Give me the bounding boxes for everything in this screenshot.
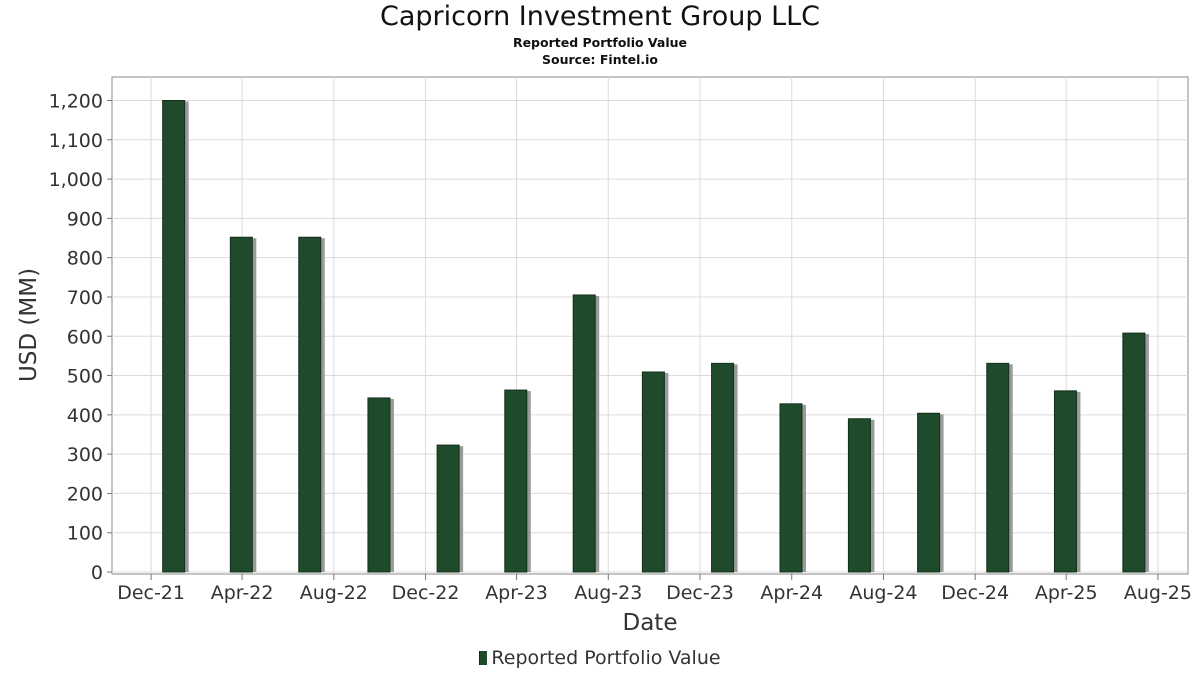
chart-source: Source: Fintel.io xyxy=(542,52,658,67)
y-tick-label: 600 xyxy=(67,326,103,348)
chart-title: Capricorn Investment Group LLC xyxy=(379,1,821,32)
bar xyxy=(779,403,803,573)
bar xyxy=(917,412,941,573)
x-tick-label: Aug-22 xyxy=(300,582,368,604)
bar xyxy=(229,236,253,573)
y-tick-label: 300 xyxy=(67,444,103,466)
bar xyxy=(162,100,186,573)
x-tick-label: Aug-25 xyxy=(1124,582,1192,604)
x-tick-label: Aug-24 xyxy=(849,582,917,604)
bar xyxy=(711,362,735,573)
bar xyxy=(504,389,528,573)
bar xyxy=(436,444,460,573)
y-tick-label: 1,000 xyxy=(49,169,103,191)
x-axis-title: Date xyxy=(623,610,678,636)
y-tick-label: 500 xyxy=(67,366,103,388)
bar xyxy=(367,397,391,573)
bar xyxy=(1122,332,1146,573)
bar xyxy=(847,418,871,573)
legend-swatch xyxy=(479,651,488,665)
bar xyxy=(572,294,596,573)
y-tick-label: 1,100 xyxy=(49,130,103,152)
chart-subtitle: Reported Portfolio Value xyxy=(512,35,688,50)
bar xyxy=(986,362,1010,573)
x-tick-label: Dec-22 xyxy=(392,582,460,604)
legend-label: Reported Portfolio Value xyxy=(491,647,721,669)
x-tick-label: Apr-23 xyxy=(485,582,548,604)
y-tick-label: 100 xyxy=(67,523,103,545)
x-tick-label: Dec-23 xyxy=(666,582,734,604)
y-axis-title: USD (MM) xyxy=(16,268,42,382)
y-tick-label: 200 xyxy=(67,483,103,505)
y-tick-label: 800 xyxy=(67,248,103,270)
x-tick-label: Dec-24 xyxy=(941,582,1009,604)
bar xyxy=(1053,390,1077,573)
x-tick-label: Aug-23 xyxy=(574,582,642,604)
y-tick-label: 700 xyxy=(67,287,103,309)
bar xyxy=(641,371,665,573)
y-tick-label: 0 xyxy=(91,562,103,584)
y-tick-label: 1,200 xyxy=(49,91,103,113)
x-tick-label: Apr-22 xyxy=(211,582,274,604)
x-tick-label: Dec-21 xyxy=(117,582,185,604)
x-tick-label: Apr-24 xyxy=(760,582,823,604)
y-tick-label: 900 xyxy=(67,208,103,230)
y-tick-label: 400 xyxy=(67,405,103,427)
x-tick-label: Apr-25 xyxy=(1035,582,1098,604)
legend: Reported Portfolio Value xyxy=(0,647,1200,669)
bar xyxy=(298,236,322,573)
